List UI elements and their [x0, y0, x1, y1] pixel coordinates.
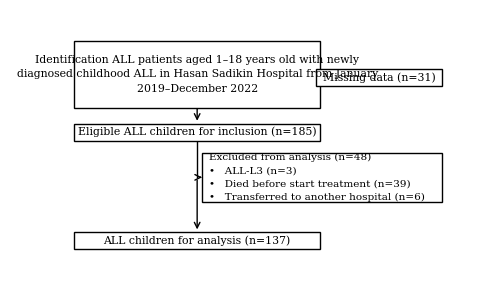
Text: ALL children for analysis (n=137): ALL children for analysis (n=137) [104, 235, 291, 246]
Text: Missing data (n=31): Missing data (n=31) [323, 72, 436, 83]
Text: Excluded from analysis (n=48)
•   ALL-L3 (n=3)
•   Died before start treatment (: Excluded from analysis (n=48) • ALL-L3 (… [209, 153, 425, 202]
Bar [74, 123, 320, 141]
Bar [74, 232, 320, 249]
Bar [74, 41, 320, 108]
Text: Eligible ALL children for inclusion (n=185): Eligible ALL children for inclusion (n=1… [78, 127, 316, 137]
Bar [316, 69, 442, 86]
Bar [202, 153, 442, 202]
Text: Identification ALL patients aged 1–18 years old with newly
diagnosed childhood A: Identification ALL patients aged 1–18 ye… [16, 54, 378, 94]
